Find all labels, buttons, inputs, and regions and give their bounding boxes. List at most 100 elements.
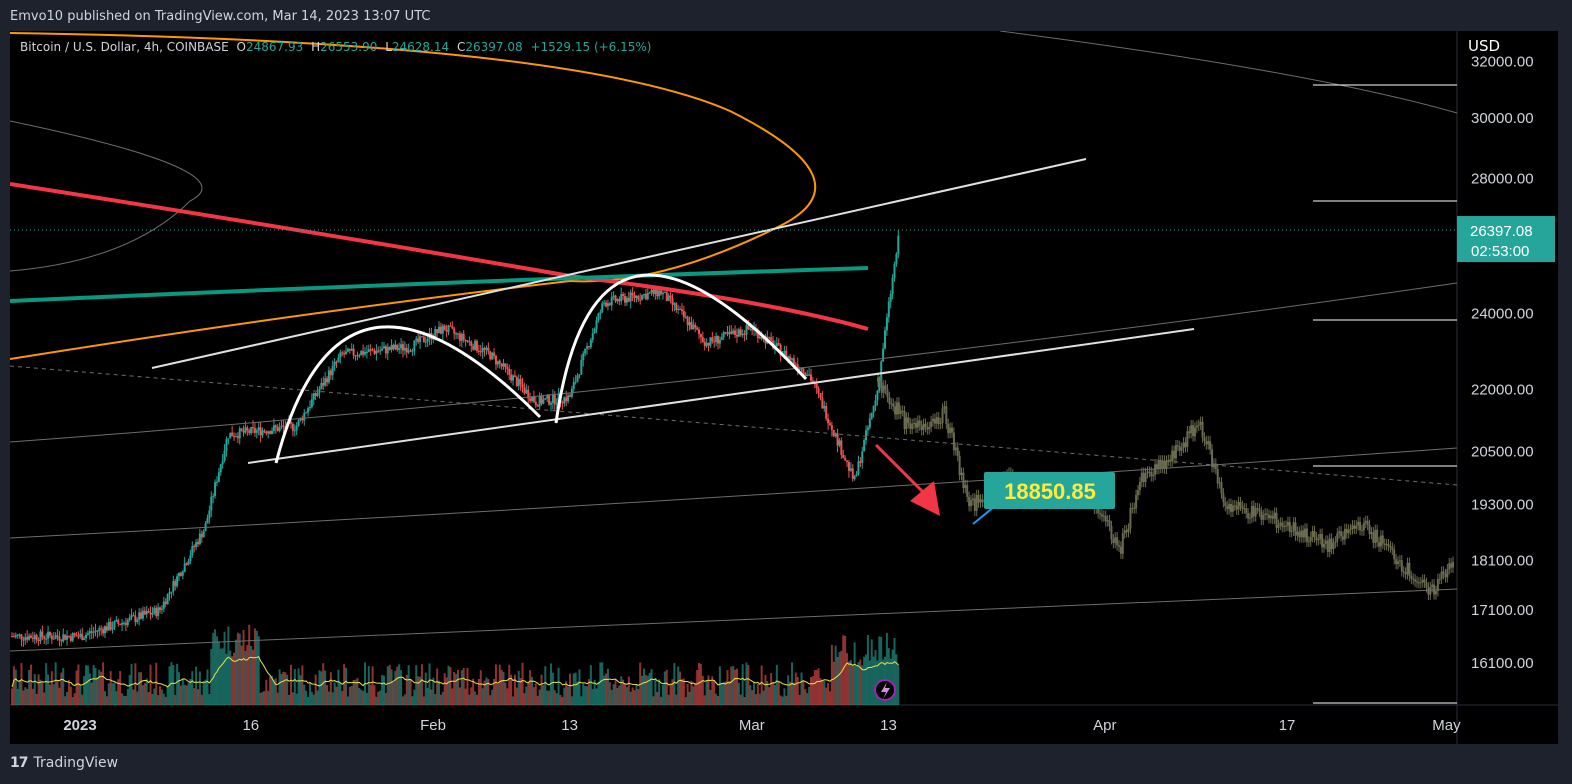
candle-body: [494, 355, 497, 365]
candle-body: [206, 518, 209, 524]
candle-body: [749, 328, 752, 330]
currency-label[interactable]: USD: [1468, 37, 1501, 55]
candle-body: [622, 294, 625, 297]
volume-bar: [561, 696, 564, 705]
projection-body: [1395, 559, 1398, 564]
volume-bar: [872, 656, 875, 705]
candle-body: [722, 332, 725, 338]
brand-name[interactable]: TradingView: [33, 755, 119, 771]
candle-body: [308, 407, 311, 409]
volume-bar: [707, 675, 710, 705]
candle-body: [43, 636, 46, 639]
projection-body: [1260, 511, 1263, 520]
candle-body: [185, 563, 188, 565]
candle-body: [179, 573, 182, 576]
y-tick-label: 24000.00: [1471, 305, 1534, 322]
projection-body: [1180, 447, 1183, 451]
chart-frame[interactable]: 26397.08 02:53:00 18850.85 32000.00 30000.0…: [10, 31, 1558, 744]
candle-body: [240, 428, 243, 431]
projection-body: [888, 397, 891, 404]
projection-body: [1359, 521, 1362, 531]
volume-bar: [880, 636, 883, 705]
close-value: 26397.08: [465, 40, 523, 54]
candle-body: [551, 394, 554, 404]
candle-body: [813, 383, 816, 385]
volume-bar: [703, 695, 706, 705]
projection-body: [1398, 560, 1401, 562]
volume-bar: [796, 676, 799, 705]
projection-body: [1349, 529, 1352, 531]
volume-bar: [690, 680, 693, 705]
candle-body: [365, 351, 368, 353]
volume-bar: [35, 693, 38, 705]
projection-body: [1438, 578, 1441, 580]
candle-body: [669, 295, 672, 298]
candle-body: [276, 427, 279, 432]
volume-bar: [187, 682, 190, 705]
volume-bar: [293, 668, 296, 705]
volume-bar: [842, 635, 845, 705]
projection-body: [971, 498, 974, 501]
candle-body: [451, 326, 454, 329]
price-badge-countdown: 02:53:00: [1471, 243, 1529, 260]
volume-bar: [715, 693, 718, 705]
volume-bar: [291, 692, 294, 705]
candle-body: [138, 612, 141, 620]
projection-body: [1406, 562, 1409, 575]
candle-body: [686, 316, 689, 326]
candle-body: [620, 294, 623, 302]
candle-body: [665, 291, 668, 301]
volume-bar: [652, 696, 655, 705]
projection-body: [1288, 521, 1291, 532]
volume-bar: [107, 683, 110, 705]
projection-body: [1241, 505, 1244, 509]
candle-body: [335, 361, 338, 363]
y-tick-label: 30000.00: [1471, 110, 1534, 127]
volume-bar: [570, 696, 573, 705]
volume-bar: [688, 691, 691, 705]
candle-body: [756, 329, 759, 339]
candle-body: [705, 343, 708, 347]
projection-body: [1174, 445, 1177, 459]
candle-body: [316, 392, 319, 396]
volume-bar: [189, 678, 192, 705]
candle-body: [601, 303, 604, 313]
volume-bar: [124, 695, 127, 705]
projection-body: [1157, 460, 1160, 470]
volume-bar: [348, 686, 351, 705]
candle-body: [880, 361, 883, 381]
candle-body: [815, 383, 818, 389]
ohlc-legend: Bitcoin / U.S. Dollar, 4h, COINBASE O248…: [20, 40, 651, 54]
volume-bar: [413, 689, 416, 705]
projection-body: [975, 494, 978, 511]
candle-body: [420, 336, 423, 338]
projection-body: [1137, 490, 1140, 495]
volume-bar: [346, 696, 349, 705]
y-tick-label: 28000.00: [1471, 170, 1534, 187]
volume-bar: [265, 679, 268, 705]
volume-bar: [773, 684, 776, 705]
volume-bar: [289, 664, 292, 705]
candle-body: [868, 418, 871, 428]
volume-bar: [846, 653, 849, 705]
volume-bars: [11, 624, 900, 705]
tradingview-logo-icon[interactable]: 17: [10, 755, 29, 771]
volume-bar: [456, 669, 459, 705]
volume-bar: [813, 670, 816, 705]
volume-bar: [601, 662, 604, 705]
volume-bar: [269, 676, 272, 705]
candle-body: [47, 631, 50, 639]
volume-bar: [377, 691, 380, 705]
volume-bar: [586, 686, 589, 705]
projection-body: [1387, 544, 1390, 547]
price-chart[interactable]: 26397.08 02:53:00 18850.85 32000.00 30000.0…: [10, 31, 1558, 744]
volume-bar: [88, 673, 91, 705]
volume-bar: [859, 659, 862, 705]
candle-body: [246, 427, 249, 431]
projection-body: [1376, 529, 1379, 543]
candle-body: [863, 439, 866, 452]
projection-body: [1419, 582, 1422, 584]
x-tick-label: 17: [1279, 717, 1296, 734]
projection-body: [1448, 563, 1451, 570]
volume-bar: [544, 666, 547, 705]
